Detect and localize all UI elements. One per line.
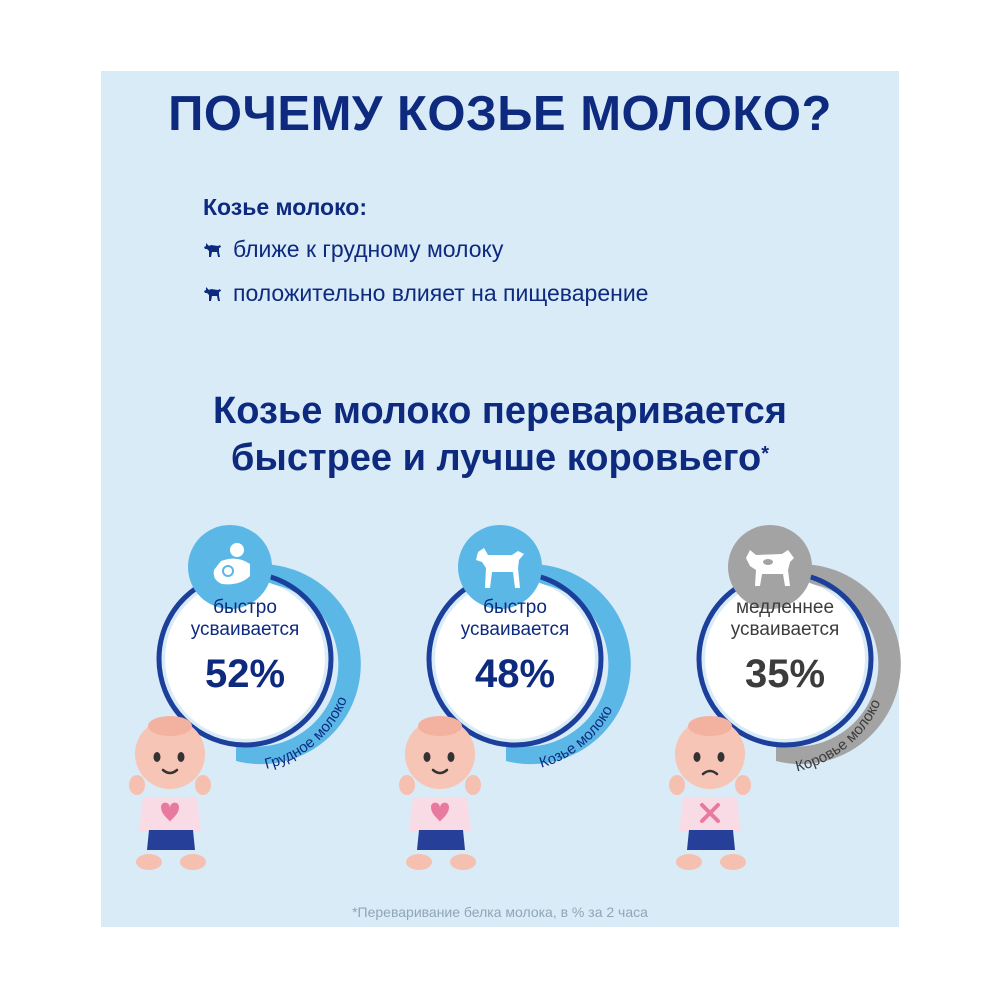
benefit-item: ближе к грудному молоку <box>203 236 503 263</box>
headline: Козье молоко переваривается быстрее и лу… <box>0 388 1000 482</box>
page-title: ПОЧЕМУ КОЗЬЕ МОЛОКО? <box>168 87 832 141</box>
goat-icon <box>204 242 221 257</box>
goat-icon <box>204 286 221 301</box>
benefit-text: ближе к грудному молоку <box>233 236 504 262</box>
comparison-card-breast-milk: Грудное молоко быстро усваивается 52% <box>129 522 370 882</box>
happy-baby-illustration <box>129 716 211 870</box>
caption-line-2: усваивается <box>730 619 840 640</box>
digestion-percent: 52% <box>204 652 286 696</box>
caption-line-2: усваивается <box>190 619 300 640</box>
digestion-ring: Коровье молоко <box>696 525 901 775</box>
benefit-item: положительно влияет на пищеварение <box>203 280 648 307</box>
comparison-card-cow-milk: Коровье молоко медленнее усваивается 35% <box>669 522 910 882</box>
benefits-heading: Козье молоко: <box>203 194 367 220</box>
digestion-ring: Козье молоко <box>426 525 631 772</box>
happy-baby-illustration <box>399 716 481 870</box>
caption-line-1: медленнее <box>735 597 835 618</box>
footnote: *Переваривание белка молока, в % за 2 ча… <box>352 904 648 920</box>
cow-icon <box>746 550 794 586</box>
digestion-percent: 48% <box>474 652 556 696</box>
background-panel <box>101 71 899 927</box>
digestion-caption: быстро усваивается <box>435 597 595 641</box>
sad-baby-illustration <box>669 716 751 870</box>
comparison-card-goat-milk: Козье молоко быстро усваивается 48% <box>399 522 640 882</box>
goat-icon <box>476 548 524 588</box>
caption-line-1: быстро <box>483 597 547 618</box>
caption-line-2: усваивается <box>460 619 570 640</box>
digestion-caption: медленнее усваивается <box>705 597 865 641</box>
benefit-text: положительно влияет на пищеварение <box>233 280 649 306</box>
headline-line-1: Козье молоко переваривается <box>213 390 787 432</box>
digestion-caption: быстро усваивается <box>165 597 325 641</box>
caption-line-1: быстро <box>213 597 277 618</box>
digestion-percent: 35% <box>744 652 826 696</box>
digestion-ring: Грудное молоко <box>156 525 361 773</box>
headline-line-2: быстрее и лучше коровьего <box>230 437 762 479</box>
breastfeeding-icon <box>213 543 250 585</box>
footnote-mark: * <box>761 443 770 465</box>
